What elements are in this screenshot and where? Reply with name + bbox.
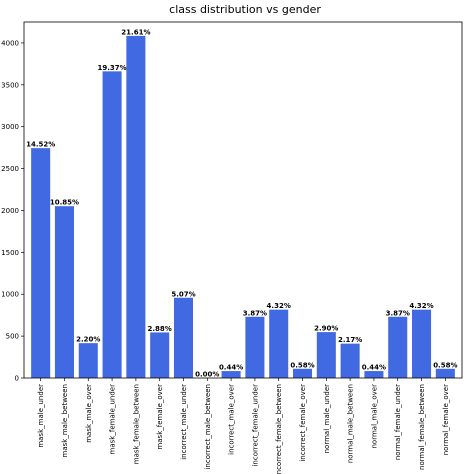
x-tick-label: incorrect_male_over <box>228 384 236 455</box>
x-tick-label: mask_female_over <box>156 384 164 450</box>
bar <box>435 368 455 378</box>
bar <box>54 206 74 378</box>
y-tick-label: 1500 <box>1 249 19 257</box>
plot-frame <box>23 21 463 379</box>
x-tick-label: mask_male_under <box>37 384 45 448</box>
y-tick-label: 4000 <box>1 39 19 47</box>
bar <box>364 371 384 378</box>
bar <box>221 371 241 378</box>
bar-annotation: 10.85% <box>50 199 79 207</box>
bar <box>102 71 122 379</box>
x-tick-label: normal_female_between <box>418 384 426 470</box>
bar <box>126 35 146 379</box>
bar <box>412 309 432 378</box>
x-tick-label: incorrect_female_over <box>299 384 307 462</box>
bar-annotation: 0.44% <box>362 364 386 372</box>
bar-annotation: 0.00% <box>195 371 219 379</box>
bar-annotation: 3.87% <box>386 309 410 317</box>
x-tick-label: mask_male_between <box>61 384 69 457</box>
bar-annotation: 5.07% <box>171 290 195 298</box>
bar-annotation: 3.87% <box>243 309 267 317</box>
x-tick-label: normal_male_under <box>323 384 331 454</box>
x-tick-label: normal_male_between <box>347 384 355 463</box>
bar-annotation: 4.32% <box>267 302 291 310</box>
x-tick-label: normal_female_over <box>442 384 450 455</box>
bar-annotation: 19.37% <box>97 64 126 72</box>
bar-annotation: 0.44% <box>219 364 243 372</box>
y-tick-label: 1000 <box>1 291 19 299</box>
bar-annotation: 2.20% <box>76 336 100 344</box>
x-tick-label: mask_female_under <box>109 384 117 455</box>
y-tick-label: 500 <box>6 333 19 341</box>
bar-annotation: 2.90% <box>314 325 338 333</box>
bar-annotation: 2.17% <box>338 336 362 344</box>
bar <box>245 316 265 378</box>
y-tick-label: 2500 <box>1 165 19 173</box>
bar-annotation: 21.61% <box>121 28 150 36</box>
bar <box>78 343 98 378</box>
y-tick-label: 3000 <box>1 123 19 131</box>
bar <box>150 332 170 378</box>
y-tick-label: 3500 <box>1 81 19 89</box>
x-tick-label: mask_female_between <box>132 384 140 464</box>
bar <box>316 332 336 378</box>
bar <box>292 368 313 378</box>
bar <box>269 309 289 378</box>
bar-annotation: 4.32% <box>409 302 433 310</box>
bar <box>31 148 51 378</box>
bar <box>340 343 360 378</box>
bar-annotation: 14.52% <box>26 141 55 149</box>
x-tick-label: normal_male_over <box>370 384 378 449</box>
x-tick-label: incorrect_female_under <box>251 384 259 467</box>
bar-annotation: 2.88% <box>148 325 172 333</box>
x-tick-label: incorrect_male_under <box>180 384 188 460</box>
x-tick-label: mask_male_over <box>85 384 93 443</box>
bar <box>173 297 194 378</box>
y-tick-label: 0 <box>15 375 19 383</box>
bar-annotation: 0.58% <box>433 361 457 369</box>
bar <box>388 316 408 378</box>
chart-title: class distribution vs gender <box>169 3 321 16</box>
x-tick-label: incorrect_male_between <box>204 384 212 470</box>
bar-annotation: 0.58% <box>290 361 314 369</box>
y-tick-label: 2000 <box>1 207 19 215</box>
x-tick-label: incorrect_female_between <box>275 384 283 474</box>
x-tick-label: normal_female_under <box>394 384 402 460</box>
